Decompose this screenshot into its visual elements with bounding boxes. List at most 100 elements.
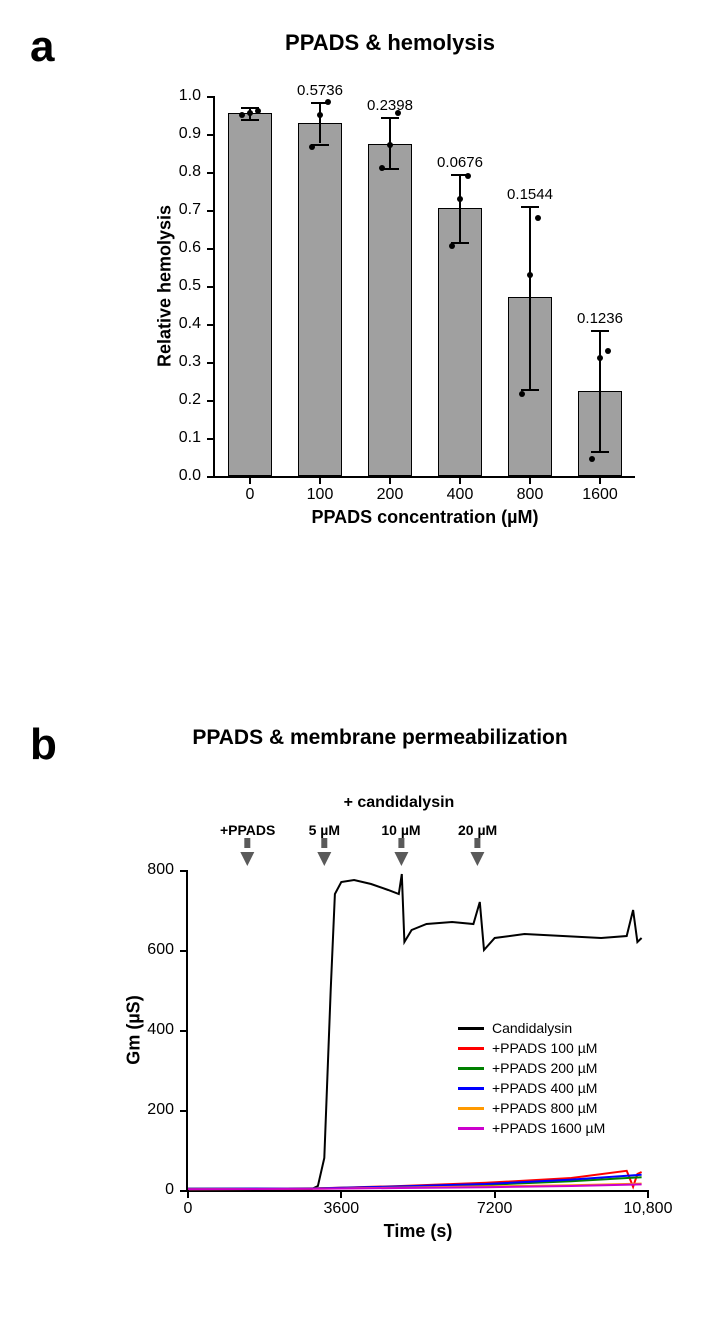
bar-chart: Relative hemolysis PPADS concentration (… (148, 96, 638, 536)
line-x-axis-label: Time (s) (384, 1221, 453, 1242)
data-point (527, 272, 533, 278)
data-point (387, 142, 393, 148)
legend-label: +PPADS 1600 µM (492, 1120, 605, 1136)
legend-swatch (458, 1047, 484, 1050)
data-point (465, 173, 471, 179)
bar-y-tick: 0.4 (179, 315, 215, 333)
legend: Candidalysin +PPADS 100 µM +PPADS 200 µM +P… (458, 1020, 605, 1140)
bar-y-tick: 0.6 (179, 239, 215, 257)
data-point (597, 355, 603, 361)
bar-y-tick: 0.1 (179, 429, 215, 447)
panel-a-label: a (30, 22, 54, 72)
data-point (239, 112, 245, 118)
line-chart: + candidalysin Gm (µS) Time (s) Candidal… (108, 820, 668, 1270)
panel-a-title: PPADS & hemolysis (120, 30, 660, 56)
line-x-tick-label: 10,800 (624, 1190, 673, 1218)
bar-x-tick-label: 1600 (582, 476, 618, 504)
legend-label: +PPADS 200 µM (492, 1060, 597, 1076)
candidalysin-header-label: + candidalysin (344, 794, 455, 812)
arrow-head-icon (394, 852, 408, 866)
error-bar (599, 330, 601, 452)
figure-container: a PPADS & hemolysis Relative hemolysis P… (0, 0, 708, 1342)
legend-swatch (458, 1107, 484, 1110)
bar-x-tick-label: 100 (307, 476, 334, 504)
legend-label: +PPADS 400 µM (492, 1080, 597, 1096)
bar-x-tick-label: 400 (447, 476, 474, 504)
legend-row: +PPADS 200 µM (458, 1060, 605, 1076)
annotation-arrow-label: 20 µM (458, 822, 497, 838)
bar-x-tick-label: 800 (517, 476, 544, 504)
error-cap (521, 389, 539, 391)
annotation-arrow-label: 5 µM (309, 822, 340, 838)
legend-row: Candidalysin (458, 1020, 605, 1036)
bar-y-tick: 0.7 (179, 201, 215, 219)
annotation-arrow: 20 µM (458, 822, 497, 866)
arrow-stem (245, 838, 251, 848)
data-point (317, 112, 323, 118)
bar (438, 208, 481, 476)
annotation-arrow: +PPADS (220, 822, 275, 866)
data-point (309, 144, 315, 150)
error-cap (241, 119, 259, 121)
error-cap (591, 451, 609, 453)
data-point (255, 108, 261, 114)
data-point (457, 196, 463, 202)
legend-label: Candidalysin (492, 1020, 572, 1036)
error-cap (591, 330, 609, 332)
bar-y-axis-label: Relative hemolysis (155, 205, 176, 367)
bar-x-tick-label: 200 (377, 476, 404, 504)
arrow-stem (475, 838, 481, 848)
bar-y-tick: 0.2 (179, 391, 215, 409)
line-y-axis-label: Gm (µS) (124, 995, 145, 1064)
error-bar (529, 206, 531, 388)
legend-label: +PPADS 800 µM (492, 1100, 597, 1116)
data-point (379, 165, 385, 171)
data-point (605, 348, 611, 354)
error-cap (521, 206, 539, 208)
data-point (589, 456, 595, 462)
annotation-arrow: 10 µM (381, 822, 420, 866)
arrow-head-icon (317, 852, 331, 866)
line-y-tick: 200 (147, 1101, 188, 1119)
bar-y-tick: 0.0 (179, 467, 215, 485)
panel-b-title: PPADS & membrane permeabilization (80, 726, 680, 750)
arrow-stem (321, 838, 327, 848)
bar-y-tick: 0.9 (179, 125, 215, 143)
data-point (325, 99, 331, 105)
arrow-stem (398, 838, 404, 848)
p-value-label: 0.5736 (297, 82, 343, 99)
line-x-tick-label: 7200 (477, 1190, 513, 1218)
legend-swatch (458, 1087, 484, 1090)
line-y-tick: 600 (147, 941, 188, 959)
arrow-head-icon (241, 852, 255, 866)
error-bar (319, 102, 321, 144)
data-point (247, 110, 253, 116)
data-point (535, 215, 541, 221)
arrow-head-icon (471, 852, 485, 866)
bar-x-tick-label: 0 (246, 476, 255, 504)
bar-y-tick: 1.0 (179, 87, 215, 105)
bar-x-axis-label: PPADS concentration (µM) (311, 507, 538, 528)
p-value-label: 0.1236 (577, 310, 623, 327)
error-cap (381, 117, 399, 119)
legend-row: +PPADS 100 µM (458, 1040, 605, 1056)
bar-y-tick: 0.3 (179, 353, 215, 371)
legend-swatch (458, 1067, 484, 1070)
data-point (519, 391, 525, 397)
legend-swatch (458, 1027, 484, 1030)
p-value-label: 0.1544 (507, 186, 553, 203)
bar (228, 113, 271, 476)
bar (298, 123, 341, 476)
data-point (449, 243, 455, 249)
legend-label: +PPADS 100 µM (492, 1040, 597, 1056)
line-x-tick-label: 3600 (324, 1190, 360, 1218)
p-value-label: 0.2398 (367, 97, 413, 114)
line-plot-area: Gm (µS) Time (s) Candidalysin+PPADS 100 … (186, 870, 648, 1192)
bar-y-tick: 0.8 (179, 163, 215, 181)
annotation-arrow-label: 10 µM (381, 822, 420, 838)
error-bar (459, 174, 461, 242)
annotation-arrow: 5 µM (309, 822, 340, 866)
legend-swatch (458, 1127, 484, 1130)
bar-y-tick: 0.5 (179, 277, 215, 295)
bar (368, 144, 411, 477)
